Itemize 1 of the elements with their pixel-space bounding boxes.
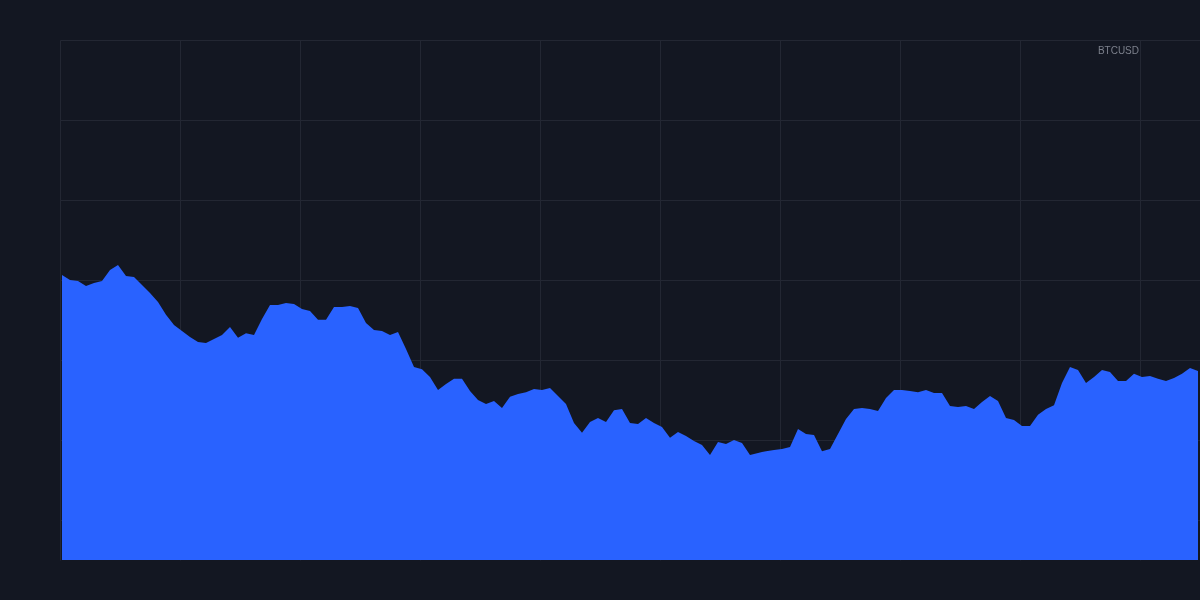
text: BTCUSD: [1097, 45, 1139, 56]
